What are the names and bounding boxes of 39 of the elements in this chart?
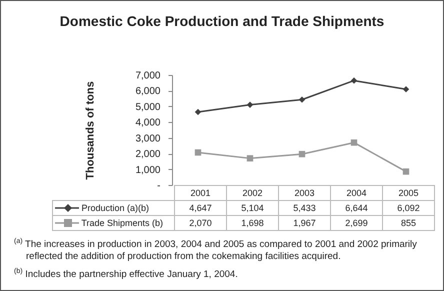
point: [350, 77, 358, 84]
data-label: 1,967: [278, 216, 330, 230]
point: [350, 139, 358, 146]
chart-title: Domestic Coke Production and Trade Shipments: [58, 12, 386, 30]
point: [402, 168, 410, 175]
data-label: 2,070: [174, 216, 226, 230]
point: [246, 102, 254, 108]
y-tick-label: -: [157, 180, 160, 192]
y-tick-label: 7,000: [135, 70, 161, 82]
data-label: 4,647: [174, 200, 226, 216]
text: $^{(b)}$ Includes the partnership effective January 1, 2004.: [14, 266, 239, 282]
point: [246, 155, 254, 162]
x-tick-label: 2004: [330, 186, 382, 200]
point: [298, 150, 306, 158]
legend-label: Trade Shipments (b): [81, 218, 164, 228]
x-tick-label: 2003: [278, 186, 330, 200]
legend-label: Production (a)(b): [82, 202, 150, 213]
text: $^{(a)}$ The increases in production in 2003, 2004 and 2005 as compared to 2001 and 2002 primarily reflected the addition of production from the cokemaking facilities acquired.: [14, 236, 418, 264]
y-tick-label: 3,000: [135, 133, 161, 144]
data-label: 1,698: [226, 216, 278, 230]
point: [402, 86, 410, 92]
data-label: 6,092: [382, 200, 434, 216]
y-tick-label: 5,000: [135, 102, 161, 113]
data-label: 855: [382, 216, 434, 230]
point: [194, 149, 202, 156]
data-label: 5,104: [226, 200, 278, 216]
x-tick-label: 2002: [226, 186, 278, 200]
y-axis-title: Thousands of tons: [84, 81, 96, 180]
y-tick-label: 1,000: [135, 164, 161, 176]
data-label: 2,699: [330, 216, 382, 230]
y-tick-label: 6,000: [135, 86, 161, 98]
data-label: 6,644: [330, 200, 382, 216]
point: [194, 108, 202, 116]
point: [298, 96, 306, 103]
x-tick-label: 2001: [174, 186, 226, 200]
data-label: 5,433: [278, 200, 330, 216]
y-tick-label: 4,000: [135, 118, 161, 129]
x-tick-label: 2005: [382, 186, 434, 200]
y-tick-label: 2,000: [135, 149, 161, 160]
